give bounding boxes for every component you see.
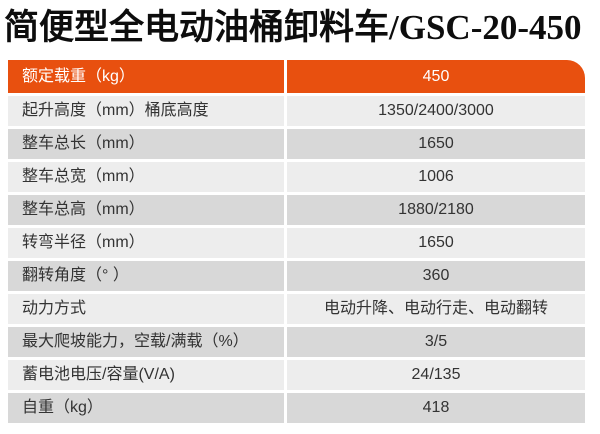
spec-label: 转弯半径（mm）	[8, 228, 284, 258]
spec-value: 360	[287, 261, 585, 291]
spec-label: 整车总长（mm）	[8, 129, 284, 159]
spec-value: 3/5	[287, 327, 585, 357]
table-row: 转弯半径（mm） 1650	[8, 228, 585, 258]
table-row: 动力方式 电动升降、电动行走、电动翻转	[8, 294, 585, 324]
spec-table: 额定载重（kg） 450 起升高度（mm）桶底高度 1350/2400/3000…	[8, 60, 585, 423]
spec-value: 1006	[287, 162, 585, 192]
page-title: 简便型全电动油桶卸料车/GSC-20-450	[4, 8, 582, 47]
table-row: 整车总宽（mm） 1006	[8, 162, 585, 192]
table-row: 翻转角度（° ） 360	[8, 261, 585, 291]
table-row: 自重（kg） 418	[8, 393, 585, 423]
spec-label: 动力方式	[8, 294, 284, 324]
spec-label: 整车总宽（mm）	[8, 162, 284, 192]
spec-label: 最大爬坡能力，空载/满载（%）	[8, 327, 284, 357]
table-row: 整车总长（mm） 1650	[8, 129, 585, 159]
spec-label: 自重（kg）	[8, 393, 284, 423]
spec-value: 1880/2180	[287, 195, 585, 225]
spec-value: 418	[287, 393, 585, 423]
spec-value: 1350/2400/3000	[287, 96, 585, 126]
spec-value: 24/135	[287, 360, 585, 390]
spec-label: 整车总高（mm）	[8, 195, 284, 225]
spec-value: 1650	[287, 129, 585, 159]
table-row: 最大爬坡能力，空载/满载（%） 3/5	[8, 327, 585, 357]
spec-label: 起升高度（mm）桶底高度	[8, 96, 284, 126]
spec-value: 1650	[287, 228, 585, 258]
table-row: 起升高度（mm）桶底高度 1350/2400/3000	[8, 96, 585, 126]
table-row: 蓄电池电压/容量(V/A) 24/135	[8, 360, 585, 390]
spec-value-rated-load: 450	[287, 60, 585, 93]
spec-label: 翻转角度（° ）	[8, 261, 284, 291]
table-row: 整车总高（mm） 1880/2180	[8, 195, 585, 225]
spec-label-rated-load: 额定载重（kg）	[8, 60, 284, 93]
table-header-row: 额定载重（kg） 450	[8, 60, 585, 93]
spec-value: 电动升降、电动行走、电动翻转	[287, 294, 585, 324]
spec-label: 蓄电池电压/容量(V/A)	[8, 360, 284, 390]
